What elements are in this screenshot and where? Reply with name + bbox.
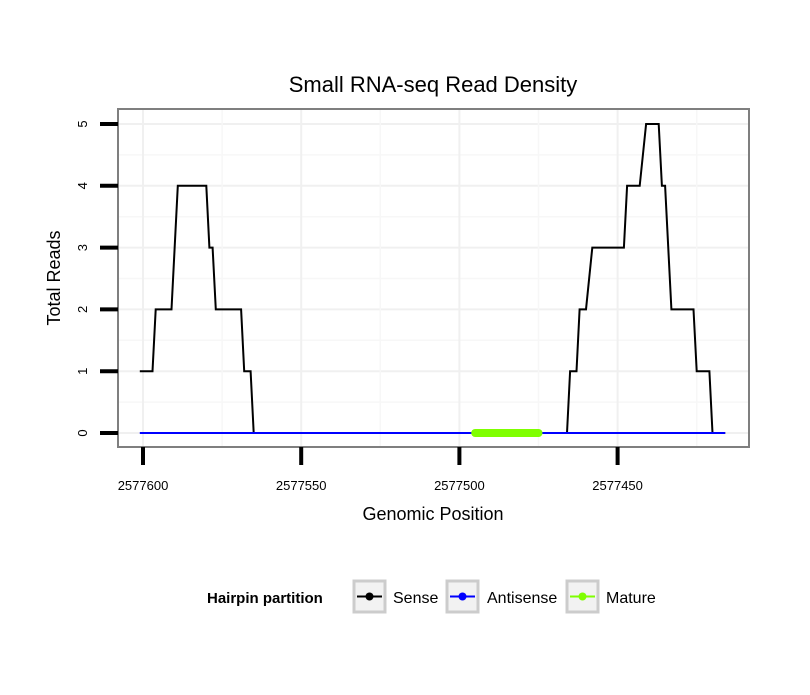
grid xyxy=(118,109,749,447)
legend-label: Sense xyxy=(393,590,438,607)
legend-key-point xyxy=(365,592,374,601)
x-axis-label: Genomic Position xyxy=(362,504,503,524)
legend-key-point xyxy=(578,592,587,601)
chart-title: Small RNA-seq Read Density xyxy=(289,72,578,97)
legend-item-sense: Sense xyxy=(352,579,438,614)
y-tick-label: 0 xyxy=(75,429,90,436)
plot-panel-border xyxy=(117,108,750,448)
series-layer xyxy=(139,123,726,437)
y-tick-label: 1 xyxy=(75,368,90,375)
legend: Hairpin partition Sense Antisense Mature xyxy=(207,579,656,614)
legend-label: Mature xyxy=(606,590,656,607)
y-tick-label: 2 xyxy=(75,306,90,313)
x-tick-label: 2577550 xyxy=(276,478,327,493)
y-axis: 0 1 2 3 4 5 xyxy=(75,120,118,437)
legend-item-mature: Mature xyxy=(565,579,656,614)
x-tick-label: 2577450 xyxy=(592,478,643,493)
legend-key-point xyxy=(458,592,467,601)
y-tick-label: 5 xyxy=(75,120,90,127)
y-tick-label: 3 xyxy=(75,244,90,251)
legend-label: Antisense xyxy=(487,590,557,607)
x-tick-label: 2577500 xyxy=(434,478,485,493)
x-tick-label: 2577600 xyxy=(118,478,169,493)
legend-title: Hairpin partition xyxy=(207,590,323,607)
y-tick-label: 4 xyxy=(75,182,90,189)
y-axis-label: Total Reads xyxy=(44,230,64,325)
series-sense-line xyxy=(139,123,726,434)
legend-item-antisense: Antisense xyxy=(445,579,557,614)
x-axis: 2577600 2577550 2577500 2577450 xyxy=(118,447,643,493)
